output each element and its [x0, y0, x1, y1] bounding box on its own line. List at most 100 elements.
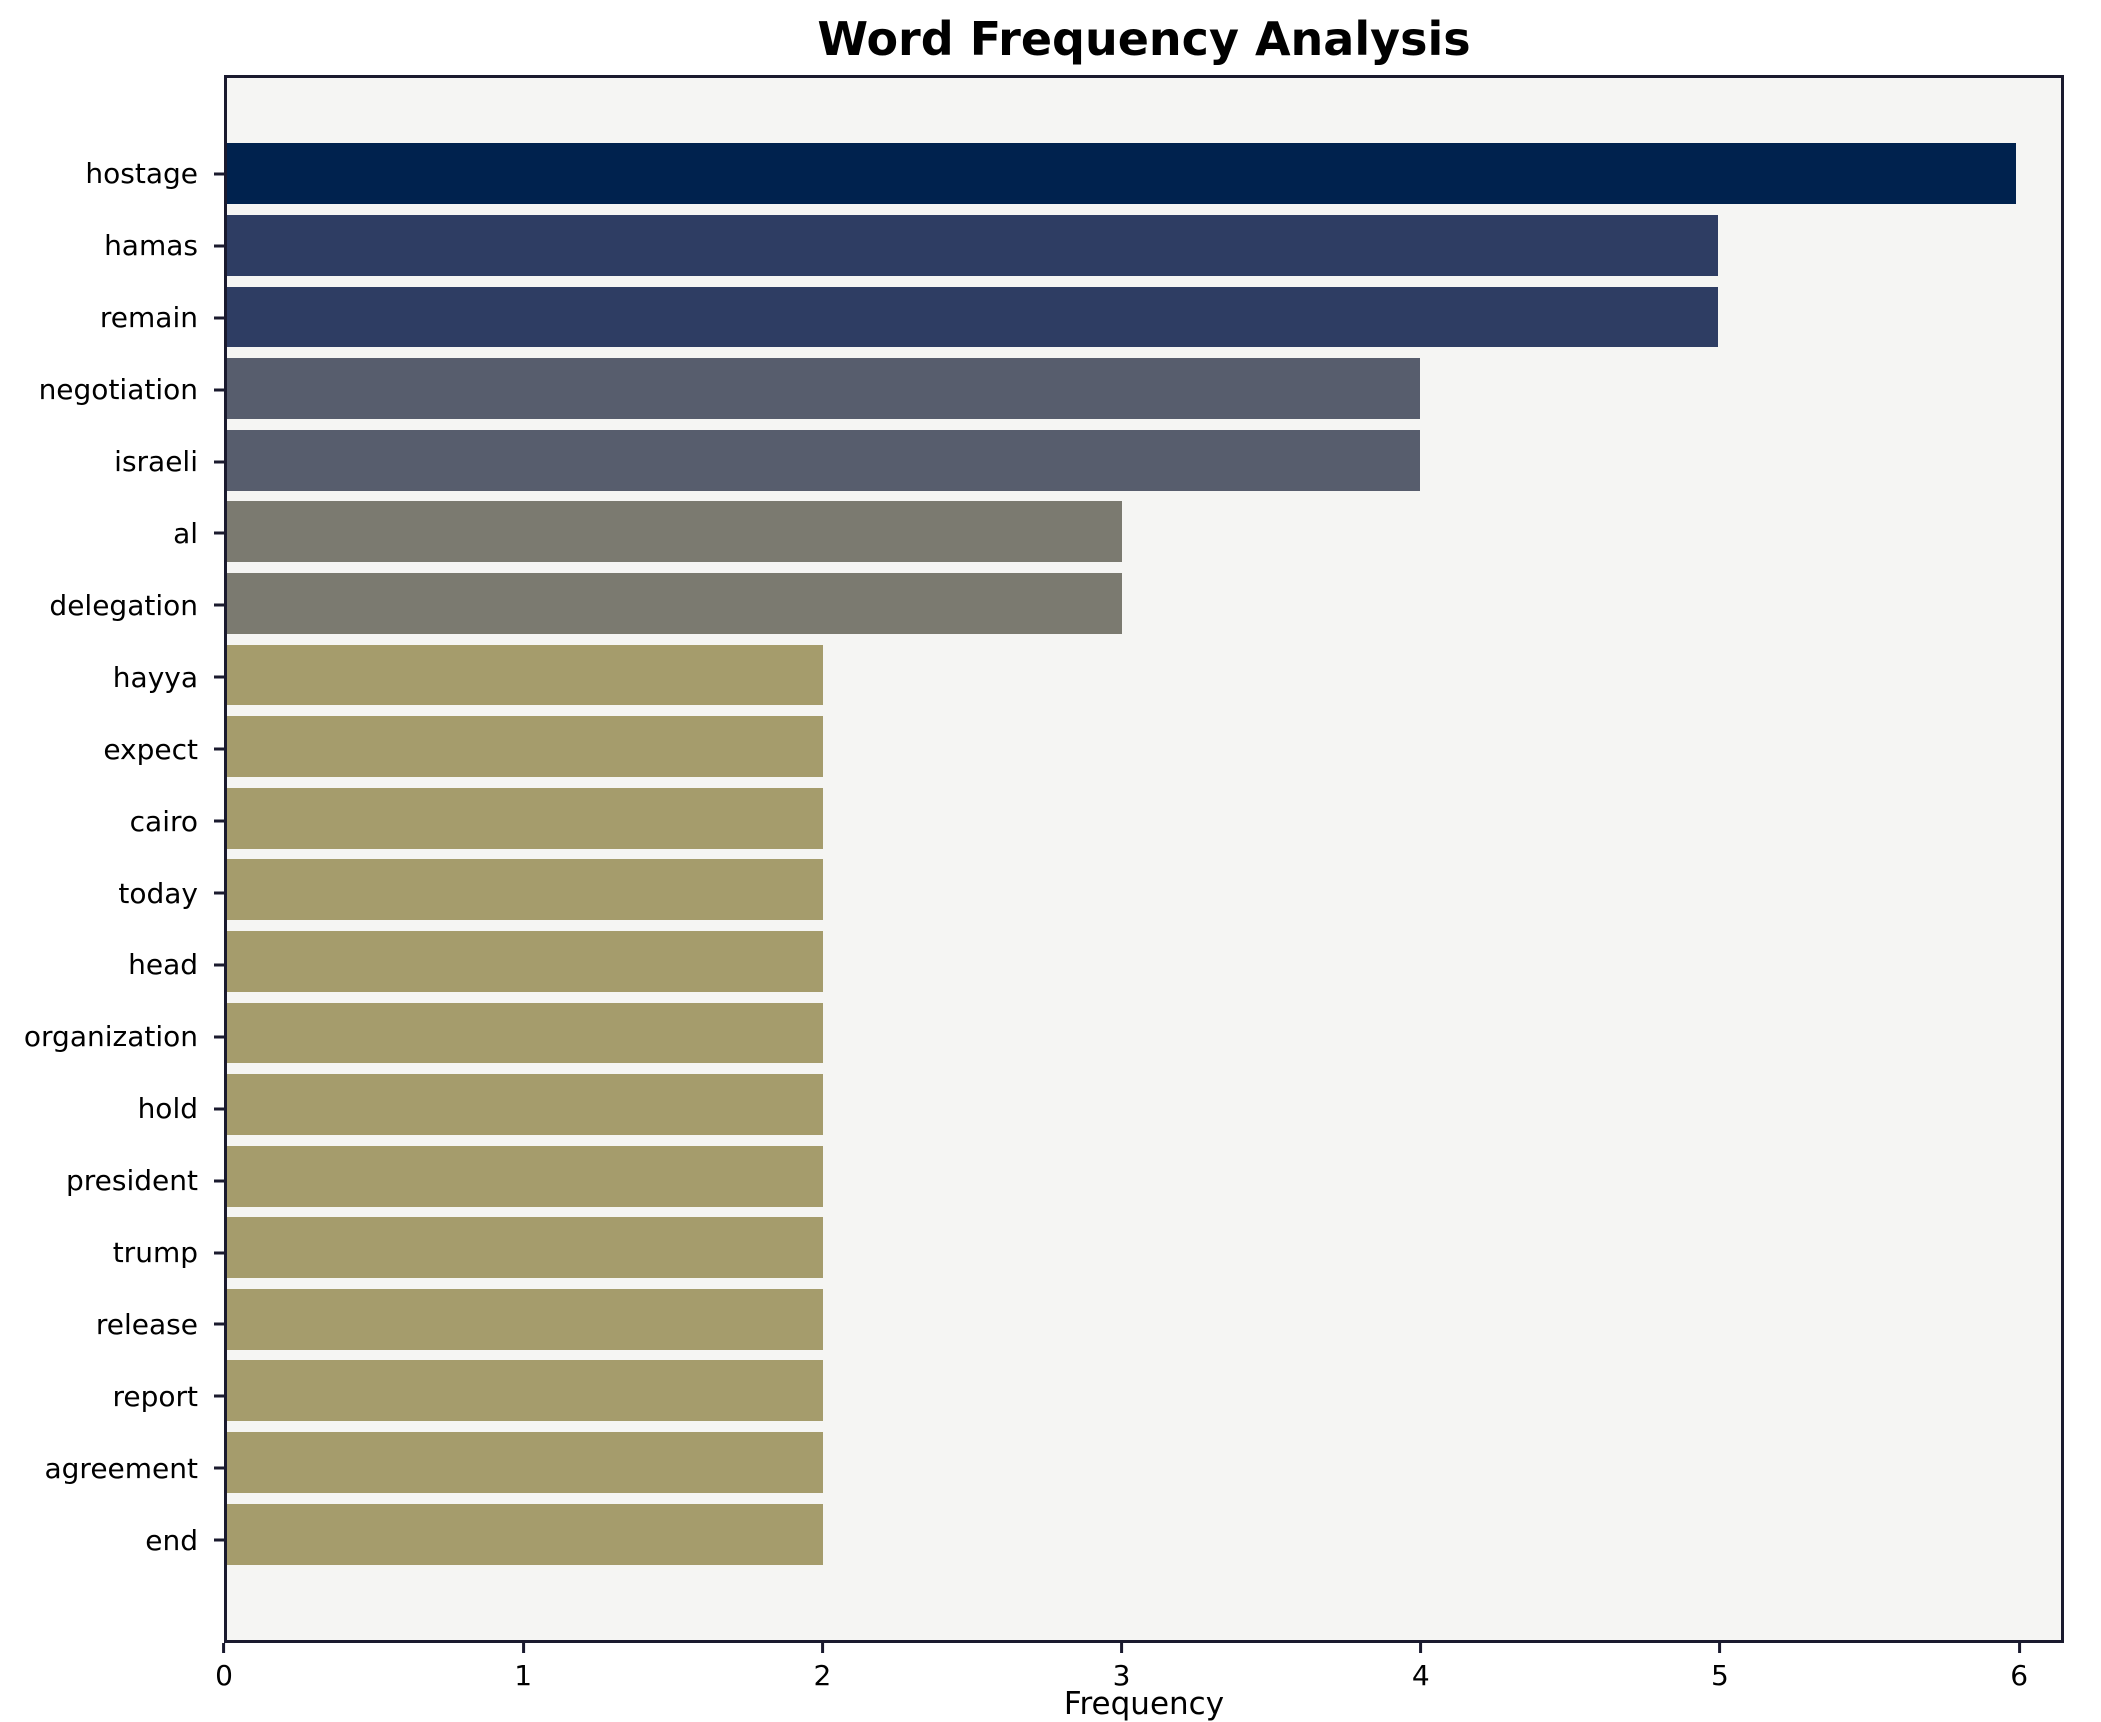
y-tick-label: negotiation	[38, 373, 198, 407]
bar-hamas	[227, 214, 1719, 276]
y-tick-mark	[214, 460, 224, 464]
x-tick-mark	[1718, 1643, 1722, 1653]
x-tick-label: 1	[514, 1659, 533, 1692]
y-tick-label: trump	[112, 1236, 198, 1270]
x-tick: 3	[1112, 1643, 1131, 1692]
x-tick-label: 6	[2010, 1659, 2029, 1692]
bar-row	[227, 1284, 2061, 1356]
y-tick-mark	[214, 1107, 224, 1111]
y-tick-label: hold	[137, 1092, 198, 1126]
y-tick-mark	[214, 316, 224, 320]
x-tick-label: 0	[215, 1659, 233, 1692]
y-tick-mark	[214, 963, 224, 967]
y-tick-label: hamas	[104, 229, 198, 263]
bar-al	[227, 501, 1122, 563]
y-tick-row: israeli	[0, 426, 224, 498]
bar-negotiation	[227, 358, 1420, 419]
bars-container	[227, 138, 2061, 1570]
bar-row	[227, 1212, 2061, 1284]
y-tick-label: agreement	[44, 1451, 198, 1485]
bar-row	[227, 782, 2061, 854]
bar-organization	[227, 1002, 824, 1064]
bar-row	[227, 568, 2061, 640]
y-tick-label: hostage	[85, 157, 198, 191]
y-tick-row: trump	[0, 1217, 224, 1289]
bar-row	[227, 1355, 2061, 1427]
y-tick-row: agreement	[0, 1432, 224, 1504]
x-tick-label: 5	[1711, 1659, 1729, 1692]
y-tick-label: delegation	[49, 588, 198, 622]
y-tick-row: end	[0, 1504, 224, 1576]
y-tick-mark	[214, 244, 224, 248]
y-tick-mark	[214, 1035, 224, 1039]
y-tick-label: today	[118, 876, 198, 910]
bar-row	[227, 1427, 2061, 1499]
bar-row	[227, 1498, 2061, 1570]
x-tick-mark	[1419, 1643, 1423, 1653]
y-tick-row: today	[0, 857, 224, 929]
x-tick-mark	[222, 1643, 226, 1653]
y-tick-label: cairo	[129, 804, 198, 838]
x-tick-mark	[2017, 1643, 2021, 1653]
bar-row	[227, 1069, 2061, 1141]
y-tick-row: hold	[0, 1073, 224, 1145]
bar-cairo	[227, 787, 824, 849]
x-tick: 6	[2010, 1643, 2028, 1692]
y-tick-mark	[214, 1538, 224, 1542]
bar-trump	[227, 1217, 824, 1279]
bar-israeli	[227, 429, 1420, 491]
y-tick-label: expect	[103, 732, 198, 766]
bar-head	[227, 930, 824, 992]
y-tick-row: organization	[0, 1001, 224, 1073]
y-tick-mark	[214, 1394, 224, 1398]
bar-remain	[227, 286, 1719, 348]
bar-row	[227, 639, 2061, 711]
y-tick-row: head	[0, 929, 224, 1001]
y-tick-label: remain	[99, 301, 198, 335]
bar-row	[227, 353, 2061, 425]
chart-title: Word Frequency Analysis	[817, 12, 1471, 66]
y-tick-row: release	[0, 1289, 224, 1361]
x-tick-mark	[521, 1643, 525, 1653]
y-tick-label: hayya	[112, 660, 198, 694]
x-tick-label: 3	[1112, 1659, 1131, 1692]
y-tick-mark	[214, 388, 224, 392]
bar-row	[227, 711, 2061, 783]
y-tick-label: report	[112, 1379, 198, 1413]
y-tick-row: hayya	[0, 641, 224, 713]
y-tick-mark	[214, 891, 224, 895]
y-axis-labels: hostage hamas remain negotiation israeli al de…	[0, 138, 224, 1576]
x-tick: 0	[215, 1643, 233, 1692]
bar-hostage	[227, 143, 2017, 205]
x-tick: 1	[514, 1643, 532, 1692]
y-tick-mark	[214, 603, 224, 607]
y-tick-mark	[214, 1251, 224, 1255]
bar-end	[227, 1503, 824, 1565]
y-tick-mark	[214, 1179, 224, 1183]
y-tick-label: israeli	[114, 445, 198, 479]
bar-row	[227, 138, 2061, 210]
x-tick: 4	[1412, 1643, 1430, 1692]
bar-row	[227, 281, 2061, 353]
y-tick-label: president	[66, 1164, 198, 1198]
x-tick-mark	[1120, 1643, 1124, 1653]
y-tick-label: head	[128, 948, 198, 982]
bar-row	[227, 854, 2061, 926]
bar-row	[227, 210, 2061, 282]
y-tick-row: remain	[0, 282, 224, 354]
bar-row	[227, 997, 2061, 1069]
x-tick-label: 2	[813, 1659, 832, 1692]
bar-expect	[227, 716, 824, 777]
bar-delegation	[227, 572, 1122, 634]
y-tick-label: end	[145, 1523, 198, 1557]
bar-row	[227, 496, 2061, 568]
y-tick-label: al	[173, 516, 198, 550]
x-tick: 5	[1711, 1643, 1729, 1692]
bar-president	[227, 1145, 824, 1207]
y-tick-row: expect	[0, 713, 224, 785]
bar-report	[227, 1360, 824, 1422]
bar-release	[227, 1288, 824, 1350]
y-tick-label: release	[95, 1307, 198, 1341]
y-tick-row: report	[0, 1360, 224, 1432]
